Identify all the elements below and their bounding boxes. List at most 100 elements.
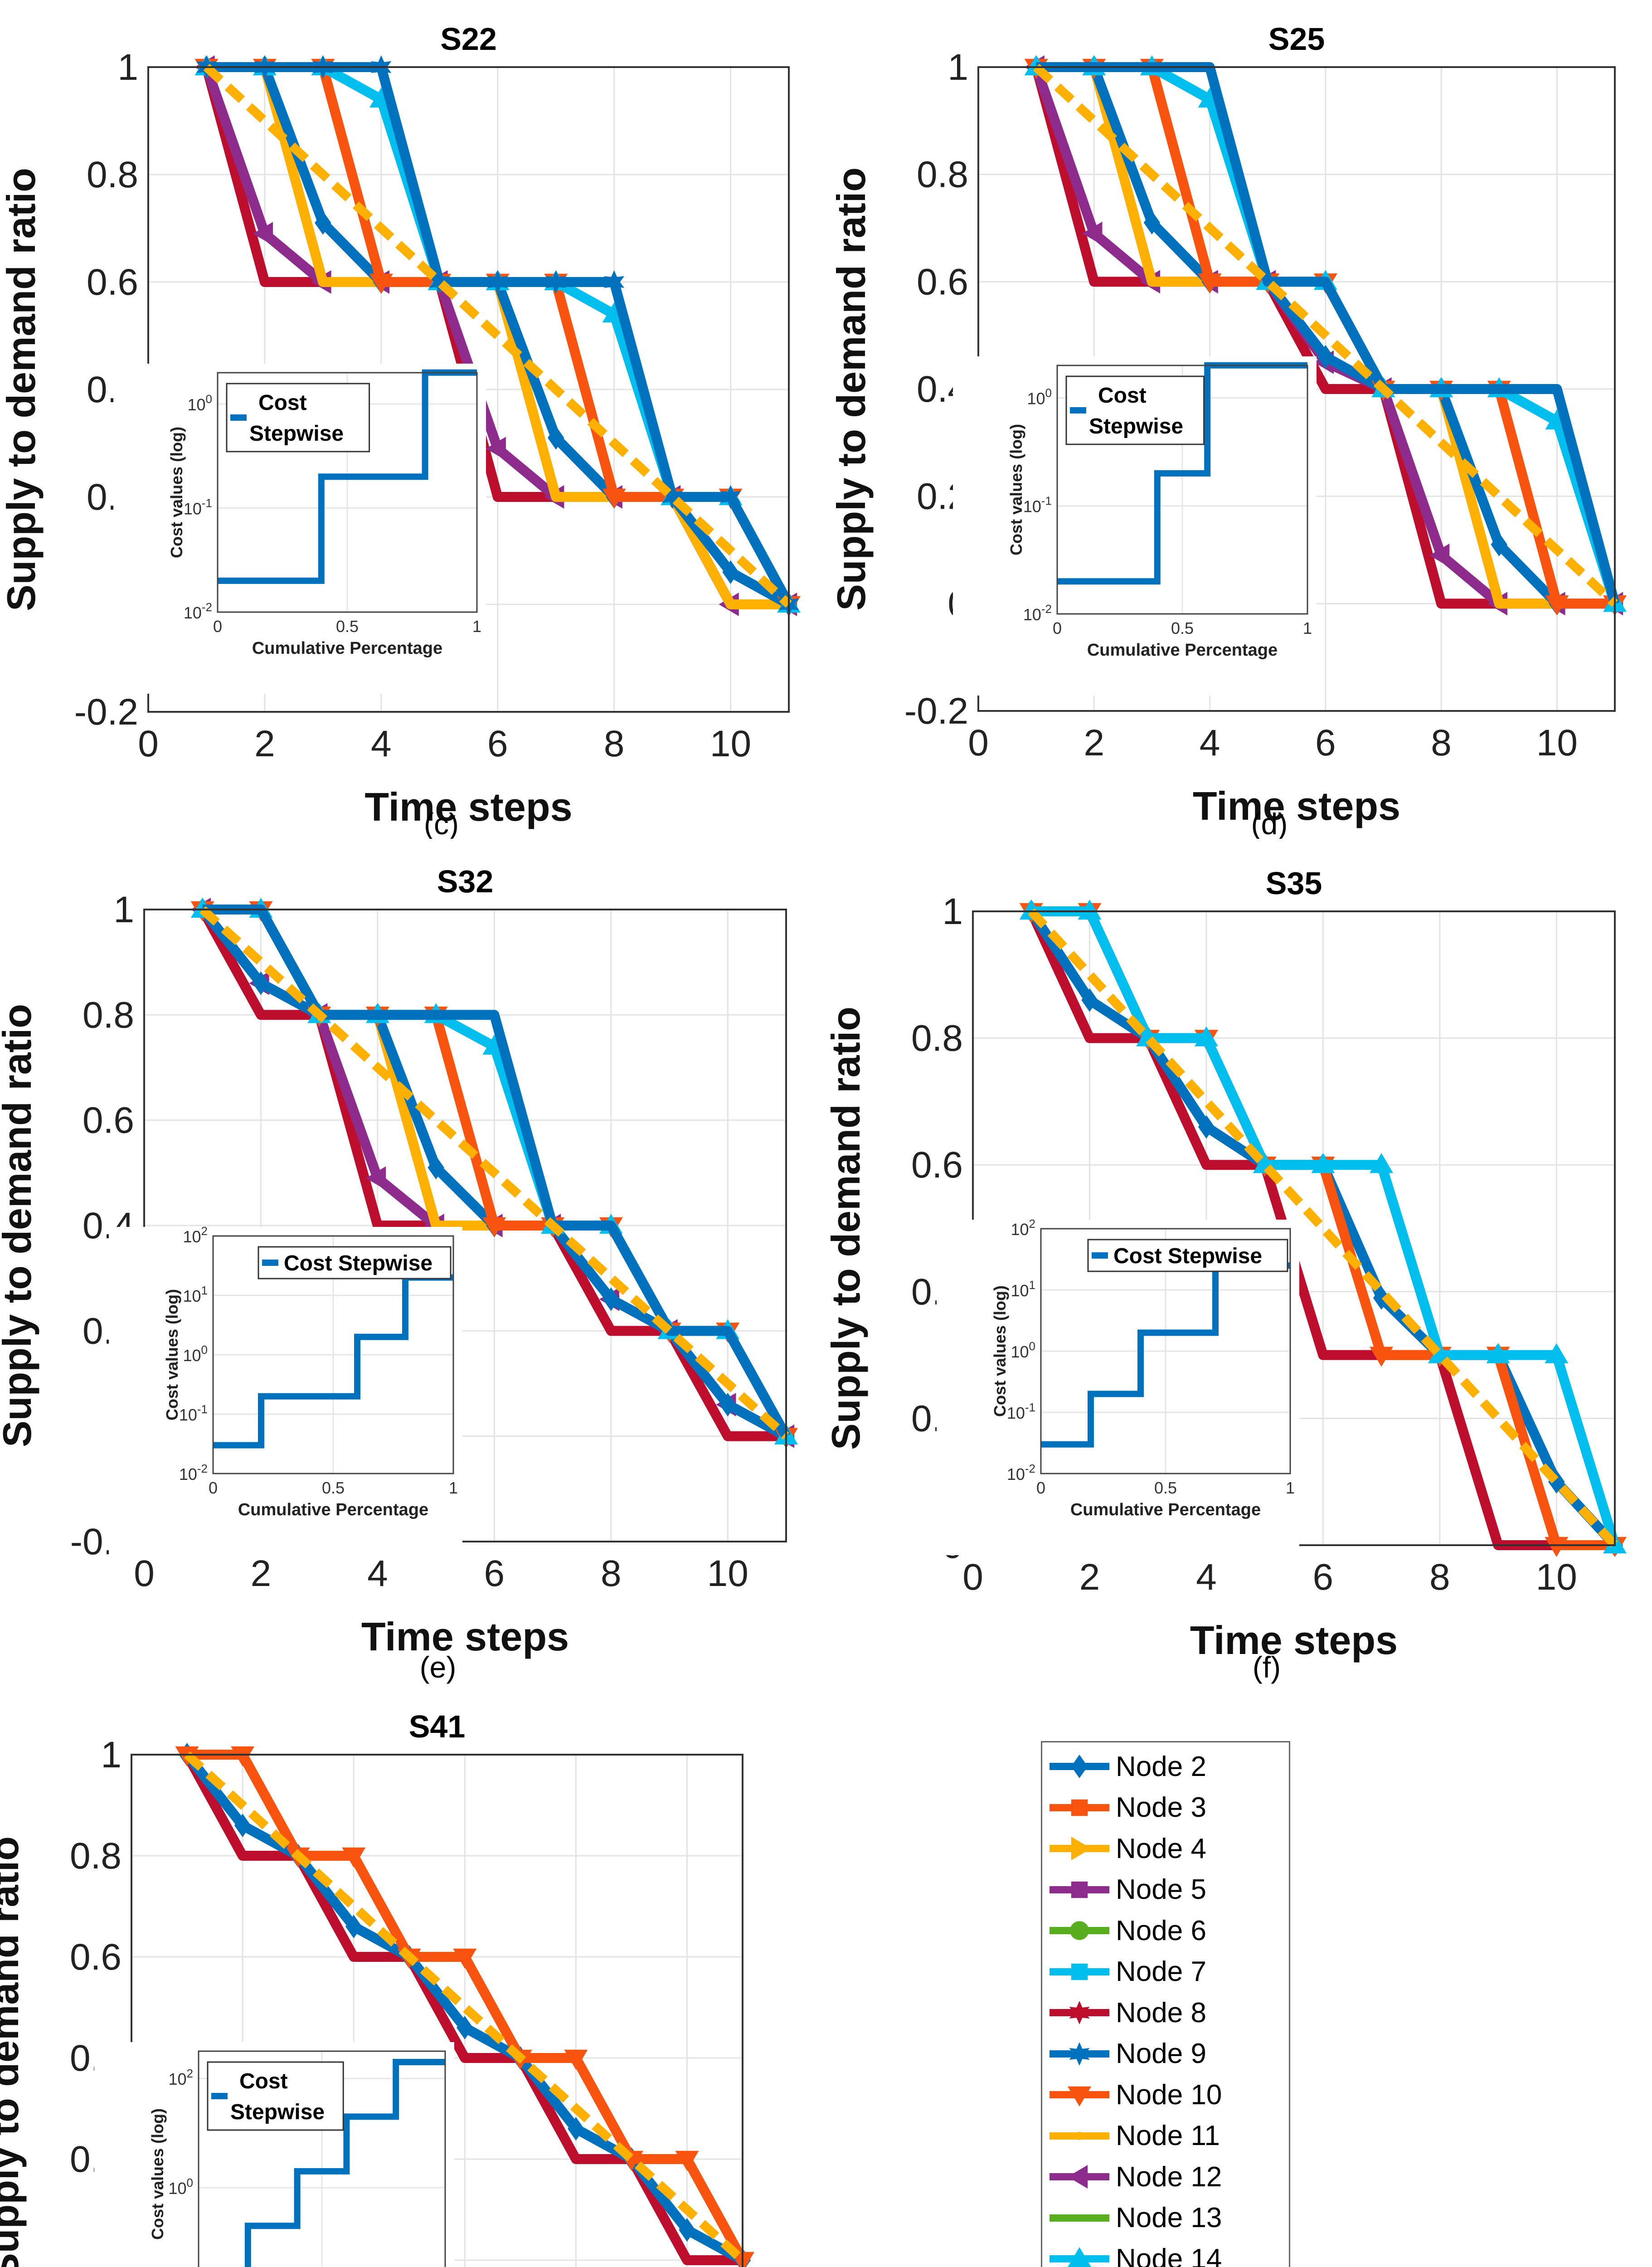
data-point xyxy=(315,211,331,235)
data-point xyxy=(726,600,735,609)
inset-legend-label: Stepwise xyxy=(249,422,344,446)
legend-label: Node 14 xyxy=(1116,2243,1222,2267)
inset-legend-box xyxy=(207,2061,344,2131)
legend-label: Node 11 xyxy=(1116,2120,1220,2151)
legend-label: Node 10 xyxy=(1116,2079,1222,2111)
data-point xyxy=(453,1948,477,1969)
x-tick-label: 10 xyxy=(707,1553,748,1594)
x-tick-label: 0 xyxy=(134,1553,155,1594)
data-point xyxy=(722,560,739,584)
x-tick-label: 2 xyxy=(1079,1557,1100,1598)
y-axis-label: Supply to demand ratio xyxy=(0,1836,27,2267)
series-line xyxy=(199,906,789,1440)
data-point xyxy=(1370,1153,1394,1173)
cost-stepwise-line xyxy=(1041,1262,1290,1448)
inset-y-axis-label: Cost values (log) xyxy=(167,427,186,558)
legend-entry: Node 6 xyxy=(1048,1910,1206,1951)
series-line xyxy=(1033,63,1618,607)
data-point xyxy=(1437,599,1446,608)
data-point xyxy=(552,492,560,501)
inset-y-tick-label: 101 xyxy=(183,1284,208,1305)
data-point xyxy=(1370,1347,1394,1367)
inset-frame xyxy=(198,2050,446,2267)
inset-frame xyxy=(1056,365,1308,615)
inset-y-axis-label: Cost values (log) xyxy=(148,2108,167,2240)
legend-swatch-icon xyxy=(1050,2086,1109,2106)
y-axis-label: Supply to demand ratio xyxy=(826,1007,868,1450)
inset-y-tick-label: 102 xyxy=(183,1224,208,1246)
y-tick-label: 0.6 xyxy=(911,1144,963,1186)
y-tick-label: 0.6 xyxy=(917,261,968,302)
series-line xyxy=(202,905,791,1439)
data-point xyxy=(428,1156,444,1180)
legend-swatch-icon xyxy=(1050,1755,1109,1778)
inset-y-tick-label: 102 xyxy=(168,2067,193,2088)
inset-legend-label: Cost xyxy=(239,2069,288,2093)
data-point xyxy=(461,2053,469,2063)
inset-x-axis-label: Cumulative Percentage xyxy=(252,639,442,658)
x-tick-label: 6 xyxy=(484,1553,505,1594)
cost-stepwise-line xyxy=(213,1274,453,1449)
data-point xyxy=(1147,277,1156,286)
inset-y-tick-label: 10-2 xyxy=(179,1462,208,1484)
inset-y-tick-label: 100 xyxy=(187,392,212,414)
inset-legend-label: Cost Stepwise xyxy=(1113,1244,1262,1268)
legend-label: Node 6 xyxy=(1116,1915,1206,1946)
y-tick-label: -0.2 xyxy=(74,691,138,733)
x-tick-label: 4 xyxy=(1196,1557,1217,1598)
data-point xyxy=(457,2016,473,2040)
data-point xyxy=(1319,1351,1327,1359)
inset-legend: Cost Stepwise xyxy=(226,383,370,452)
data-point xyxy=(602,488,626,509)
y-tick-label: 0.6 xyxy=(83,1100,134,1141)
data-point xyxy=(350,1952,358,1961)
data-point xyxy=(1545,1343,1569,1363)
data-point xyxy=(365,1166,386,1190)
data-point xyxy=(234,1814,251,1838)
inset-legend: Cost Stepwise xyxy=(207,2061,344,2131)
data-point xyxy=(719,1392,736,1416)
y-tick-label: 1 xyxy=(113,889,134,930)
legend-marker-icon xyxy=(1068,2086,1091,2106)
data-point xyxy=(564,2049,588,2070)
axes-frame xyxy=(143,909,787,1542)
legend-marker-icon xyxy=(1071,1755,1088,1778)
inset-x-tick-label: 0 xyxy=(209,1479,218,1497)
legend-entry: Node 5 xyxy=(1048,1869,1206,1910)
data-point xyxy=(253,222,273,246)
data-point xyxy=(1202,1161,1211,1169)
data-point xyxy=(231,1746,255,1766)
data-point xyxy=(683,2256,691,2265)
x-tick-label: 2 xyxy=(1084,722,1104,764)
inset-x-axis-label: Cumulative Percentage xyxy=(238,1500,428,1519)
data-point xyxy=(545,270,566,294)
legend-entry: Node 4 xyxy=(1048,1828,1206,1869)
y-tick-label: 1 xyxy=(947,47,968,88)
legend-entry: Node 11 xyxy=(1048,2116,1220,2156)
legend-entry: Node 8 xyxy=(1048,1992,1206,2033)
x-tick-label: 8 xyxy=(604,723,625,764)
inset-legend: Cost Stepwise xyxy=(1065,375,1205,445)
data-point xyxy=(1321,384,1330,394)
data-point xyxy=(1082,221,1103,245)
series-node-16 xyxy=(202,905,791,1439)
data-point xyxy=(1081,988,1098,1012)
data-point xyxy=(487,270,508,294)
data-point xyxy=(1194,1026,1218,1046)
legend-label: Node 7 xyxy=(1116,1956,1206,1987)
legend-entry: Node 3 xyxy=(1048,1787,1206,1828)
inset-x-axis-label: Cumulative Percentage xyxy=(1087,641,1278,660)
legend-label: Node 8 xyxy=(1116,1997,1206,2029)
legend-swatch-icon xyxy=(1050,2214,1109,2222)
data-point xyxy=(1085,1034,1094,1042)
legend-label: Node 12 xyxy=(1116,2161,1222,2193)
inset-x-tick-label: 1 xyxy=(1286,1479,1295,1497)
legend-swatch-icon xyxy=(1050,1963,1109,1980)
x-tick-label: 10 xyxy=(710,723,751,764)
legend-swatch-icon xyxy=(1050,2247,1109,2267)
inset-frame xyxy=(1040,1228,1291,1474)
inset-y-tick-label: 100 xyxy=(168,2176,193,2198)
